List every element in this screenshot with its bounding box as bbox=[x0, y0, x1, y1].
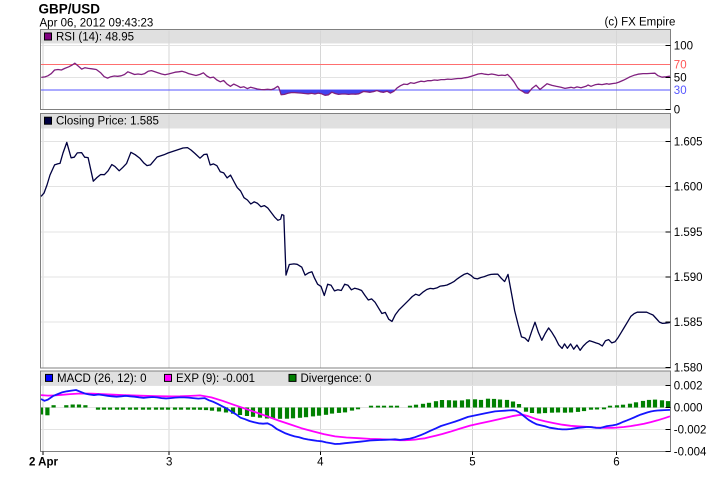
svg-text:6: 6 bbox=[613, 457, 619, 469]
svg-text:3: 3 bbox=[166, 457, 172, 469]
svg-text:0.000: 0.000 bbox=[674, 403, 703, 415]
svg-text:0: 0 bbox=[674, 105, 680, 117]
svg-text:1.595: 1.595 bbox=[674, 227, 703, 239]
svg-text:0.002: 0.002 bbox=[674, 381, 703, 393]
svg-text:1.590: 1.590 bbox=[674, 272, 703, 284]
svg-text:70: 70 bbox=[674, 60, 687, 72]
svg-text:RSI (14): 48.95: RSI (14): 48.95 bbox=[56, 32, 134, 44]
svg-text:1.585: 1.585 bbox=[674, 317, 703, 329]
svg-text:5: 5 bbox=[469, 457, 475, 469]
svg-text:2 Apr: 2 Apr bbox=[29, 457, 58, 469]
svg-text:Closing Price: 1.585: Closing Price: 1.585 bbox=[56, 116, 159, 128]
svg-text:-0.002: -0.002 bbox=[674, 424, 707, 436]
svg-text:Divergence: 0: Divergence: 0 bbox=[301, 373, 372, 385]
svg-text:30: 30 bbox=[674, 85, 687, 97]
svg-text:MACD (26, 12): 0: MACD (26, 12): 0 bbox=[57, 373, 146, 385]
svg-text:1.605: 1.605 bbox=[674, 136, 703, 148]
svg-text:4: 4 bbox=[317, 457, 324, 469]
svg-text:50: 50 bbox=[674, 73, 687, 85]
svg-text:GBP/USD: GBP/USD bbox=[39, 2, 101, 17]
svg-text:Apr 06, 2012 09:43:23: Apr 06, 2012 09:43:23 bbox=[40, 18, 154, 30]
svg-text:1.600: 1.600 bbox=[674, 182, 703, 194]
svg-text:-0.004: -0.004 bbox=[674, 446, 707, 458]
svg-text:1.580: 1.580 bbox=[674, 363, 703, 375]
svg-text:EXP (9): -0.001: EXP (9): -0.001 bbox=[176, 373, 255, 385]
svg-text:(c) FX Empire: (c) FX Empire bbox=[605, 17, 676, 29]
svg-text:100: 100 bbox=[674, 41, 693, 53]
